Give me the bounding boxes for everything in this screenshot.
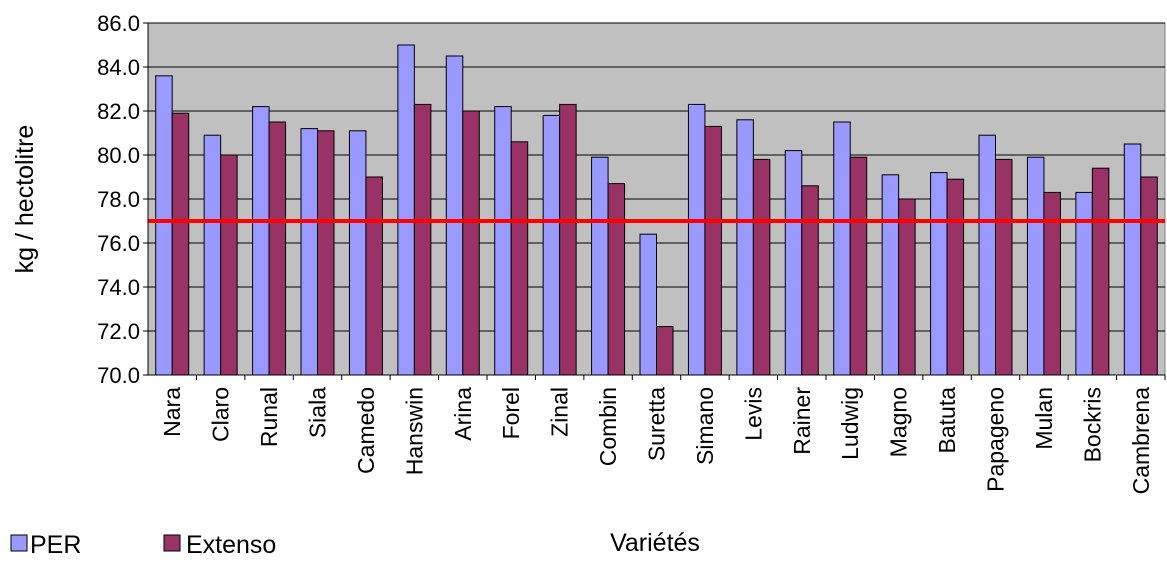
bar-per-forel bbox=[494, 106, 512, 376]
y-tick-label: 84.0 bbox=[97, 55, 140, 80]
bar-per-claro bbox=[203, 134, 222, 376]
legend-swatch-per bbox=[10, 534, 28, 552]
bar-per-mulan bbox=[1026, 156, 1045, 376]
bar-extenso-arina bbox=[462, 110, 480, 376]
y-axis-ticks: 70.0 72.0 74.0 76.0 78.0 80.0 82.0 84.0 86.0 bbox=[97, 11, 148, 388]
bar-extenso-simano bbox=[704, 125, 722, 376]
x-tick-label: Batuta bbox=[934, 387, 960, 454]
x-tick-label: Rainer bbox=[789, 387, 815, 455]
bar-extenso-ludwig bbox=[849, 156, 868, 376]
bar-extenso-forel bbox=[510, 141, 529, 376]
bar-per-siala bbox=[300, 128, 318, 376]
x-axis-title: Variétés bbox=[610, 529, 700, 557]
bar-extenso-rainer bbox=[801, 185, 819, 376]
bar-extenso-levis bbox=[752, 158, 771, 376]
x-tick-label: Claro bbox=[208, 387, 234, 442]
bar-per-zinal bbox=[542, 114, 561, 376]
y-tick-label: 86.0 bbox=[97, 11, 140, 36]
bar-per-batuta bbox=[930, 172, 948, 376]
bar-extenso-siala bbox=[317, 130, 335, 376]
x-tick-label: Combin bbox=[595, 387, 621, 466]
x-tick-label: Mulan bbox=[1031, 387, 1057, 450]
legend-label-per: PER bbox=[30, 531, 81, 559]
bar-per-hanswin bbox=[397, 44, 415, 376]
bar-per-suretta bbox=[639, 233, 657, 376]
y-tick-label: 82.0 bbox=[97, 99, 140, 124]
x-tick-label: Magno bbox=[886, 387, 912, 457]
x-tick-label: Forel bbox=[498, 387, 524, 439]
bar-per-rainer bbox=[784, 150, 803, 376]
bar-extenso-magno bbox=[898, 198, 916, 376]
x-tick-label: Bockris bbox=[1079, 387, 1105, 462]
y-tick-label: 74.0 bbox=[97, 275, 140, 300]
bar-extenso-zinal bbox=[559, 103, 577, 376]
bar-per-papageno bbox=[978, 134, 996, 376]
bar-extenso-suretta bbox=[656, 326, 674, 376]
bar-extenso-nara bbox=[171, 112, 190, 376]
y-tick-label: 80.0 bbox=[97, 143, 140, 168]
x-tick-label: Cambrena bbox=[1128, 387, 1154, 495]
bar-per-simano bbox=[687, 103, 706, 376]
bar-per-runal bbox=[252, 106, 270, 376]
x-tick-label: Hanswin bbox=[401, 387, 427, 475]
x-tick-label: Arina bbox=[450, 387, 476, 441]
y-tick-label: 78.0 bbox=[97, 187, 140, 212]
bar-per-magno bbox=[881, 174, 900, 376]
x-tick-label: Nara bbox=[159, 387, 185, 437]
y-tick-label: 76.0 bbox=[97, 231, 140, 256]
x-tick-label: Suretta bbox=[644, 387, 670, 461]
x-axis-labels: Nara Claro Runal Siala Camedo Hanswin Arina For… bbox=[159, 375, 1166, 495]
x-tick-label: Levis bbox=[740, 387, 766, 441]
bar-extenso-camedo bbox=[365, 176, 383, 376]
x-tick-label: Ludwig bbox=[837, 387, 863, 460]
x-tick-label: Camedo bbox=[353, 387, 379, 474]
bar-extenso-batuta bbox=[946, 178, 965, 376]
x-tick-label: Runal bbox=[256, 387, 282, 447]
x-tick-label: Siala bbox=[305, 387, 331, 438]
bar-extenso-papageno bbox=[995, 158, 1013, 376]
x-tick-label: Zinal bbox=[547, 387, 573, 437]
bar-per-ludwig bbox=[833, 121, 851, 376]
bar-per-combin bbox=[591, 156, 609, 376]
bar-extenso-combin bbox=[607, 183, 626, 376]
bars bbox=[155, 44, 1158, 376]
y-axis-title: kg / hectolitre bbox=[11, 125, 39, 274]
bar-per-nara bbox=[155, 75, 173, 376]
y-tick-label: 70.0 bbox=[97, 363, 140, 388]
bar-per-camedo bbox=[348, 130, 367, 376]
bar-extenso-runal bbox=[268, 121, 287, 376]
legend-label-extenso: Extenso bbox=[186, 531, 276, 559]
x-tick-label: Papageno bbox=[983, 387, 1009, 492]
bar-per-arina bbox=[445, 55, 464, 376]
bar-extenso-hanswin bbox=[413, 103, 432, 376]
bar-extenso-cambrena bbox=[1140, 176, 1158, 376]
bar-per-levis bbox=[736, 119, 754, 376]
x-tick-label: Simano bbox=[692, 387, 718, 465]
legend-swatch-extenso bbox=[163, 534, 181, 552]
bar-extenso-bockris bbox=[1091, 167, 1110, 376]
bar-extenso-claro bbox=[220, 154, 238, 376]
y-tick-label: 72.0 bbox=[97, 319, 140, 344]
bar-per-cambrena bbox=[1123, 143, 1142, 376]
legend: PER Extenso bbox=[10, 531, 276, 559]
